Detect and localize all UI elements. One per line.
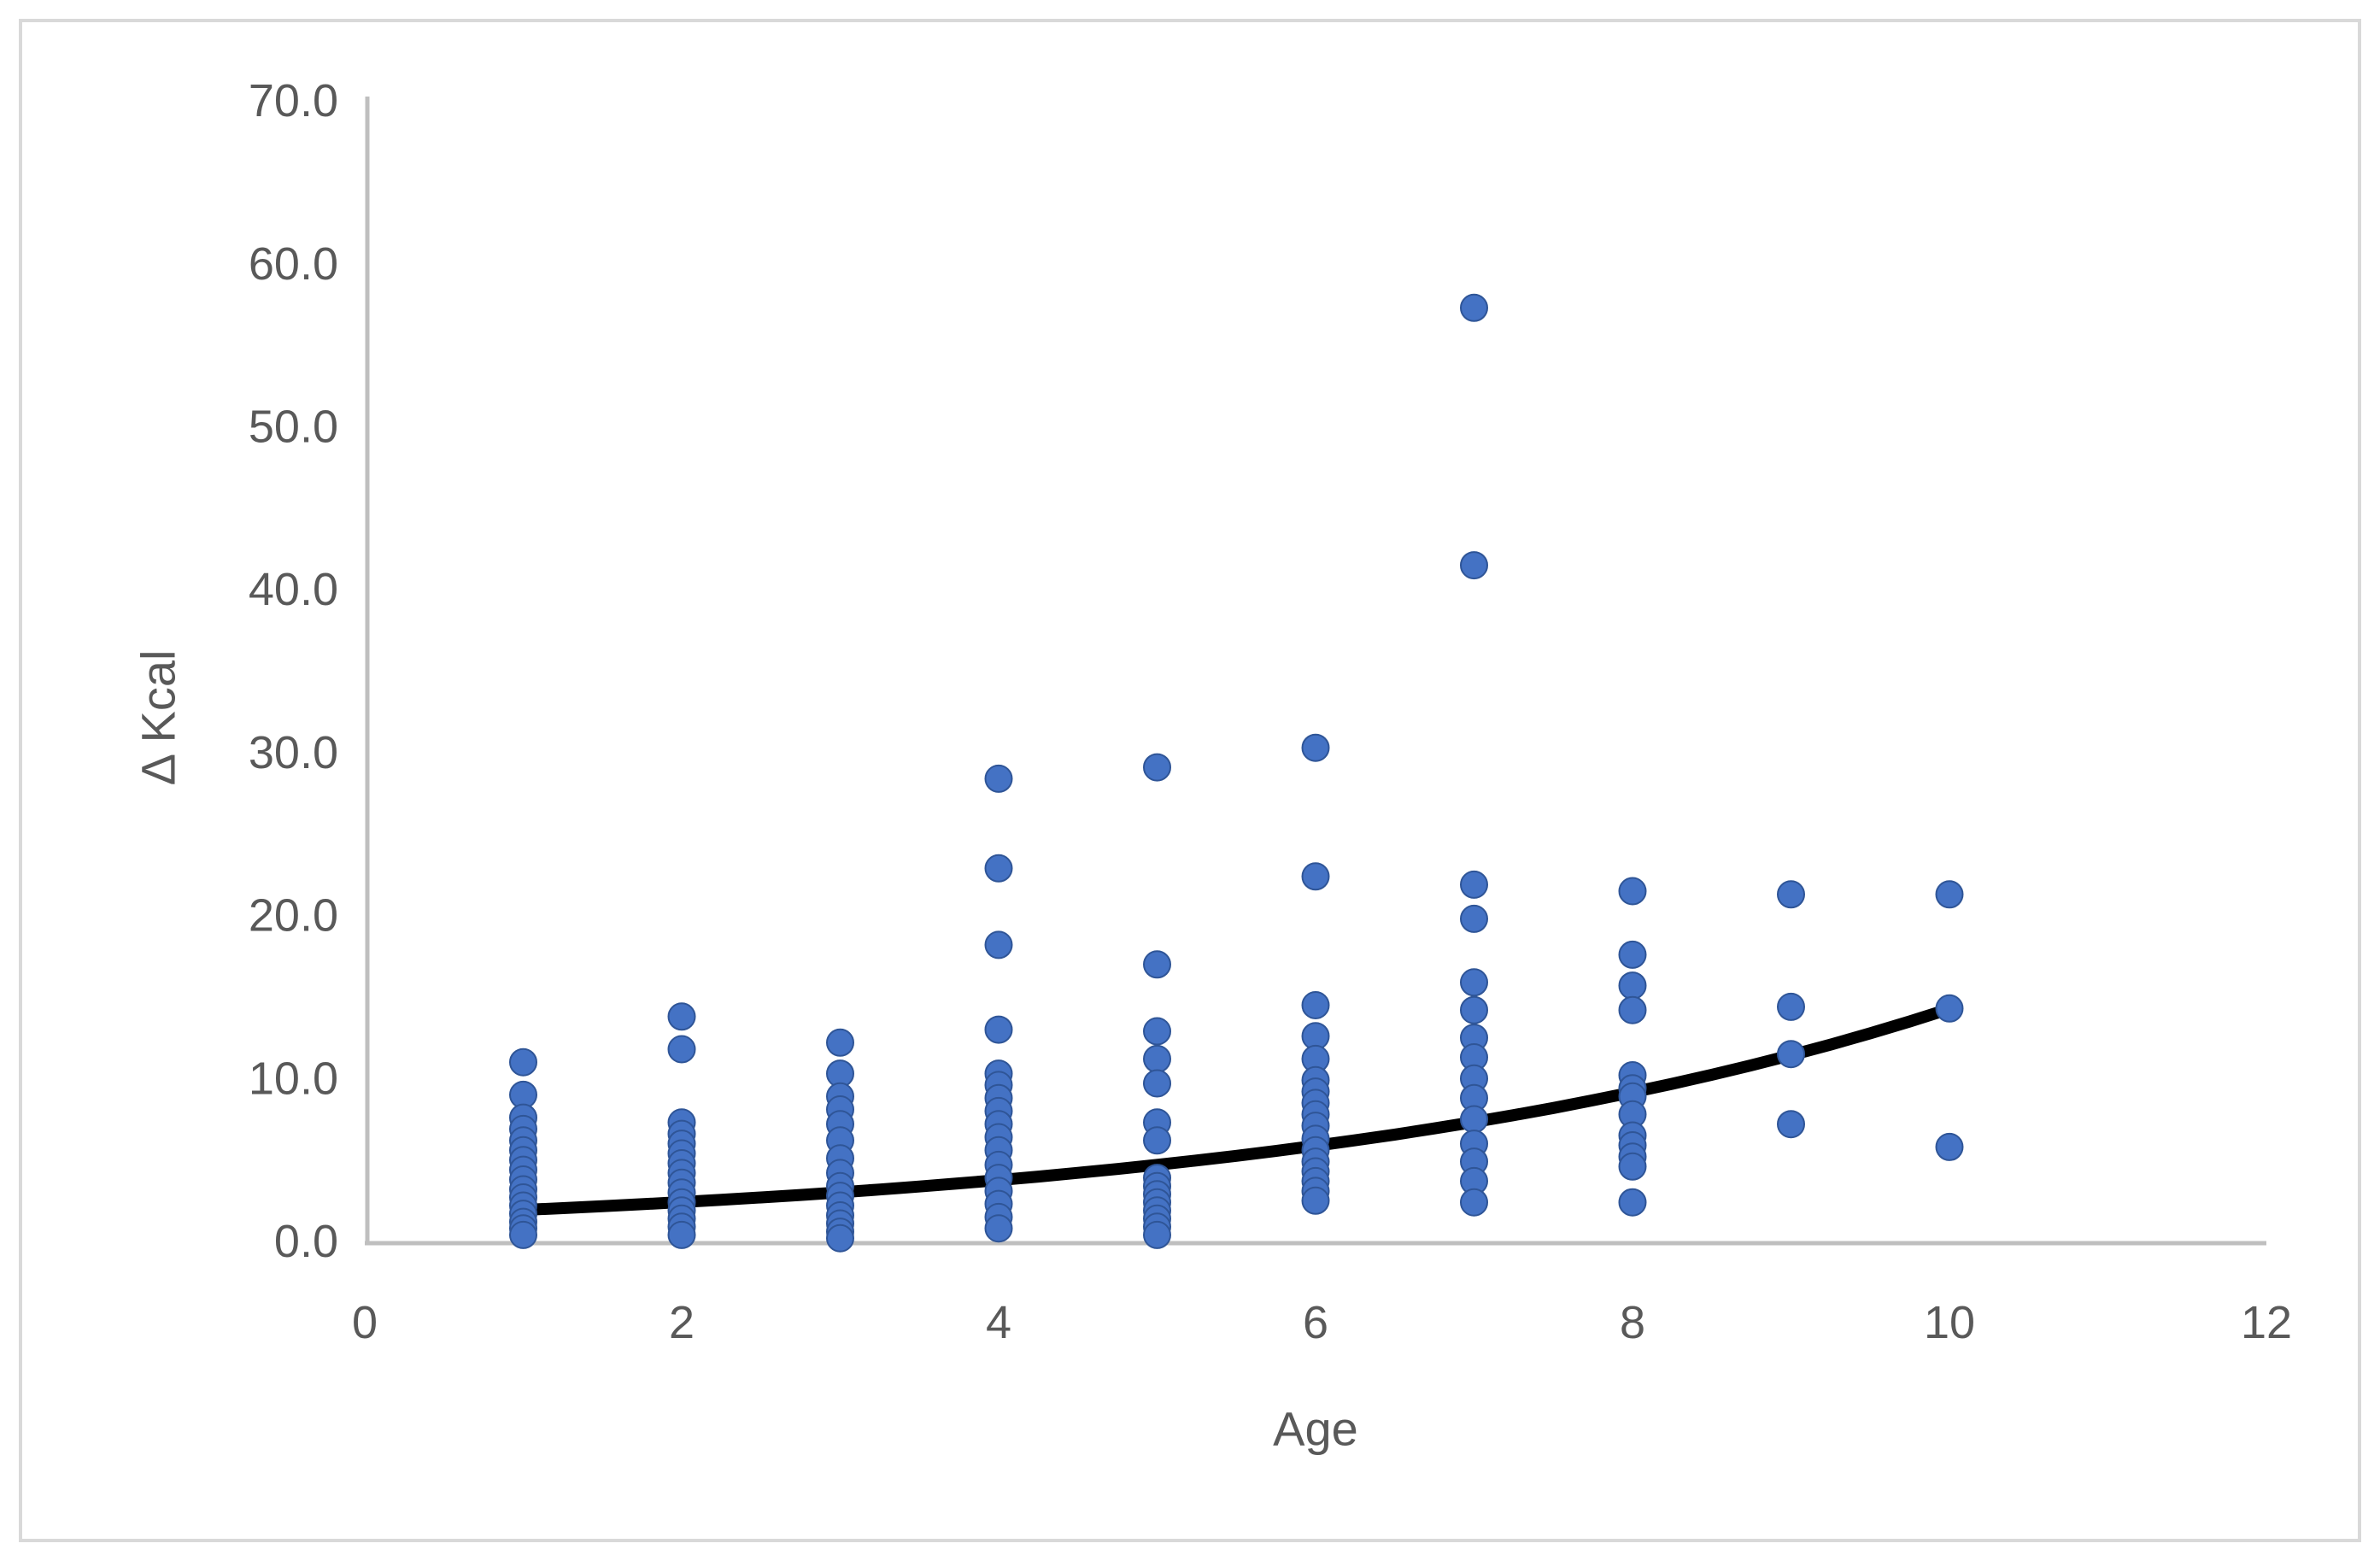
x-tick-label: 8 [1620,1297,1645,1348]
data-point[interactable] [984,1015,1013,1044]
data-point[interactable] [1301,733,1330,762]
x-axis-tick-labels: 0 2 4 6 8 10 12 [352,1297,2292,1348]
data-point[interactable] [984,764,1013,793]
data-point[interactable] [1143,1220,1171,1249]
data-point[interactable] [1618,971,1647,1001]
data-point[interactable] [1460,1105,1488,1134]
y-tick-label: 60.0 [249,238,338,290]
data-point[interactable] [1460,870,1488,899]
data-point[interactable] [1618,995,1647,1024]
data-point[interactable] [1143,753,1171,782]
data-point[interactable] [667,1035,696,1064]
y-tick-label: 10.0 [249,1053,338,1104]
y-tick-label: 20.0 [249,890,338,942]
data-point[interactable] [984,930,1013,959]
data-point[interactable] [1460,968,1488,997]
data-point[interactable] [826,1224,854,1253]
data-point[interactable] [1777,1110,1805,1139]
data-point[interactable] [1460,293,1488,322]
figure-border [19,19,2361,1542]
data-point[interactable] [1143,1044,1171,1073]
data-point[interactable] [1460,995,1488,1024]
y-axis-tick-labels: 0.0 10.0 20.0 30.0 40.0 50.0 60.0 70.0 [249,75,338,1267]
data-point[interactable] [1143,1126,1171,1155]
data-point[interactable] [826,1028,854,1057]
data-point[interactable] [1301,991,1330,1019]
x-tick-label: 12 [2241,1297,2292,1348]
data-point[interactable] [1460,1188,1488,1217]
data-point[interactable] [1777,880,1805,909]
data-point[interactable] [1935,1132,1964,1161]
y-axis-title: Δ Kcal [132,650,185,786]
data-point[interactable] [509,1220,537,1249]
x-tick-label: 2 [669,1297,695,1348]
y-tick-label: 70.0 [249,75,338,126]
data-point[interactable] [1460,551,1488,580]
data-point[interactable] [1618,877,1647,906]
data-point[interactable] [1301,862,1330,891]
data-point[interactable] [984,854,1013,883]
x-tick-label: 10 [1924,1297,1975,1348]
data-point[interactable] [667,1220,696,1249]
exponential-trendline[interactable] [517,1002,1955,1217]
data-point[interactable] [1618,940,1647,969]
x-axis-title: Age [1273,1402,1358,1456]
data-point[interactable] [1301,1186,1330,1215]
data-point[interactable] [1460,904,1488,933]
data-point[interactable] [1777,1040,1805,1069]
scatter-series [509,293,1964,1253]
data-point[interactable] [1935,880,1964,909]
data-point[interactable] [984,1214,1013,1243]
data-point[interactable] [667,1002,696,1031]
data-point[interactable] [509,1048,537,1077]
x-tick-label: 4 [986,1297,1011,1348]
data-point[interactable] [1143,1017,1171,1046]
y-tick-label: 50.0 [249,402,338,453]
data-point[interactable] [1143,1069,1171,1098]
y-tick-label: 30.0 [249,727,338,778]
y-tick-label: 0.0 [274,1216,338,1267]
data-point[interactable] [1618,1152,1647,1181]
x-tick-label: 6 [1303,1297,1328,1348]
data-point[interactable] [1618,1188,1647,1217]
data-point[interactable] [1777,992,1805,1021]
x-tick-label: 0 [352,1297,378,1348]
data-point[interactable] [1935,994,1964,1023]
data-point[interactable] [1143,950,1171,979]
y-tick-label: 40.0 [249,564,338,615]
